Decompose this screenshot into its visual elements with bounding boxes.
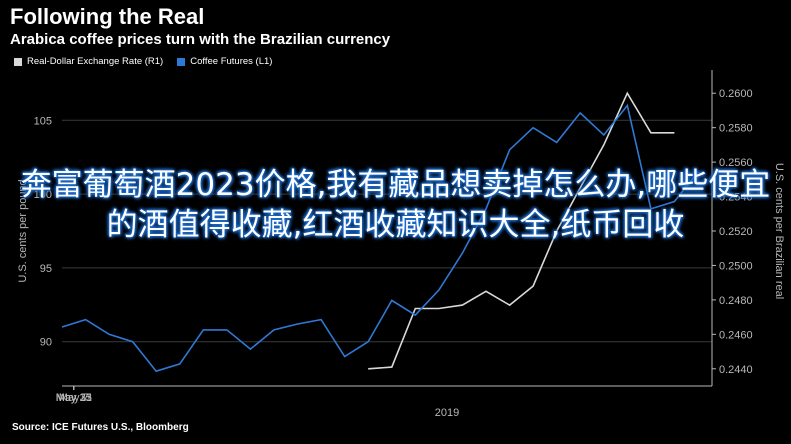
right-tick-label: 0.2460 [719,329,753,341]
chart-legend: Real-Dollar Exchange Rate (R1) Coffee Fu… [14,56,272,67]
source-note: Source: ICE Futures U.S., Bloomberg [12,422,189,433]
right-tick-label: 0.2520 [719,226,753,238]
right-tick-label: 0.2560 [719,157,753,169]
right-tick-label: 0.2540 [719,192,753,204]
legend-swatch-fx [14,57,22,66]
right-tick-label: 0.2580 [719,123,753,135]
x-tick-label: May 31 [56,392,92,404]
left-tick-label: 90 [40,337,52,349]
legend-item-fx: Real-Dollar Exchange Rate (R1) [14,56,163,67]
legend-label-coffee: Coffee Futures (L1) [190,56,273,67]
x-tick-label: May 15 [56,392,92,404]
left-tick-label: 105 [34,115,52,127]
right-tick-label: 0.2600 [719,88,753,100]
series-line-fx [368,91,675,370]
legend-swatch-coffee [177,57,186,66]
series-line-coffee [61,103,699,373]
right-axis-label: U.S. cents per Brazilian real [773,163,785,299]
legend-label-fx: Real-Dollar Exchange Rate (R1) [27,56,164,67]
legend-item-coffee: Coffee Futures (L1) [177,56,272,67]
chart-title: Following the Real [10,4,205,29]
left-tick-label: 95 [40,263,52,275]
right-tick-label: 0.2500 [719,260,753,272]
chart-subtitle: Arabica coffee prices turn with the Braz… [10,31,391,48]
x-year-label: 2019 [435,407,459,419]
right-tick-label: 0.2480 [719,295,753,307]
x-tick-label: May 7 [59,392,89,404]
left-tick-label: 100 [34,189,52,201]
right-tick-label: 0.2440 [719,364,753,376]
left-axis-label: U.S. cents per pound [17,179,29,282]
x-tick-label: May 23 [56,392,92,404]
